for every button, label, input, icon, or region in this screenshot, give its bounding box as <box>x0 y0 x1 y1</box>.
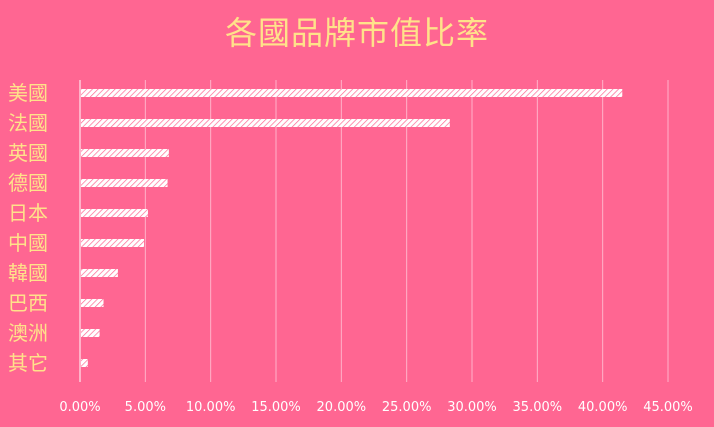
category-label: 中國 <box>8 231 48 255</box>
x-tick-label: 10.00% <box>186 400 236 415</box>
x-tick-label: 20.00% <box>317 400 367 415</box>
category-label: 法國 <box>8 111 48 135</box>
bar <box>81 329 100 337</box>
bar <box>81 239 145 247</box>
category-label: 其它 <box>8 351 48 375</box>
x-tick-label: 25.00% <box>382 400 432 415</box>
x-tick-label: 30.00% <box>447 400 497 415</box>
category-label: 澳洲 <box>8 321 48 345</box>
category-label: 英國 <box>8 141 48 165</box>
bar <box>81 269 118 277</box>
category-label: 德國 <box>8 171 48 195</box>
x-tick-labels: 0.00% 5.00% 10.00% 15.00% 20.00% 25.00% 30.00%… <box>59 400 692 415</box>
category-label: 美國 <box>8 81 48 105</box>
bar <box>81 359 88 367</box>
bar <box>81 299 104 307</box>
bar <box>81 89 623 97</box>
x-tick-label: 35.00% <box>513 400 563 415</box>
x-tick-label: 15.00% <box>251 400 301 415</box>
bars <box>81 89 623 367</box>
x-tick-label: 5.00% <box>125 400 166 415</box>
bar <box>81 179 168 187</box>
category-label: 日本 <box>8 201 48 225</box>
x-tick-label: 40.00% <box>578 400 628 415</box>
category-label: 巴西 <box>8 291 48 315</box>
category-label: 韓國 <box>8 261 48 285</box>
bar <box>81 119 450 127</box>
bar <box>81 209 148 217</box>
x-tick-label: 45.00% <box>643 400 693 415</box>
x-tick-label: 0.00% <box>59 400 100 415</box>
grid-lines <box>79 80 669 382</box>
chart-title: 各國品牌市值比率 <box>224 14 489 52</box>
bar <box>81 149 169 157</box>
